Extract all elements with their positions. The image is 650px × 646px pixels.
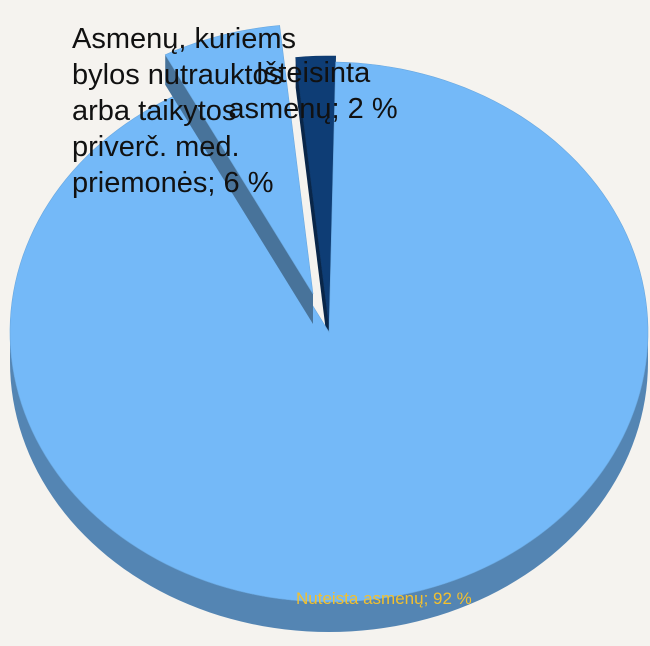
slice-wall [165, 54, 313, 324]
data-label: Nuteista asmenų; 92 % [296, 589, 472, 608]
data-label: Asmenų, kuriems bylos nutrauktos arba ta… [72, 23, 297, 199]
data-label: Išteisinta asmenų; 2 % [228, 57, 398, 125]
pie-slice [164, 25, 314, 324]
pie-slice [9, 61, 649, 632]
pie-slice [295, 55, 336, 356]
slice-top [295, 55, 336, 327]
slice-wall [295, 57, 329, 356]
slice-top [164, 25, 314, 295]
slice-top [9, 61, 649, 603]
